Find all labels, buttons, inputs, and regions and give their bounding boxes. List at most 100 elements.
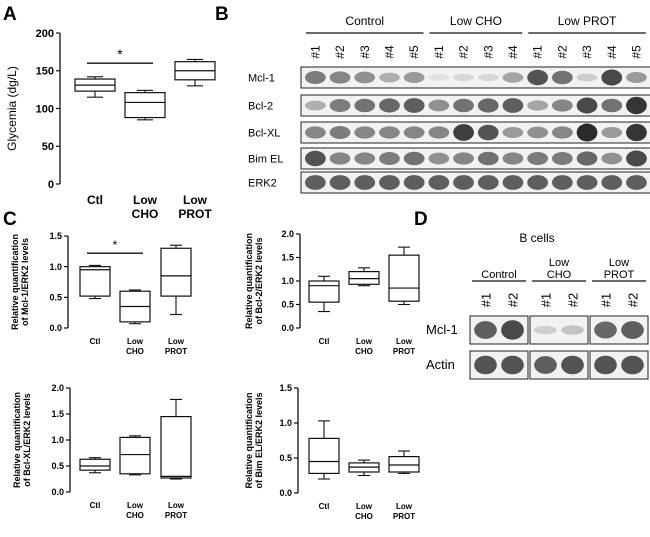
blot-band: [428, 74, 450, 81]
blot-band: [594, 321, 617, 339]
blot-band: [477, 151, 499, 166]
group-label: Low PROT: [558, 14, 617, 28]
blot-band: [477, 175, 499, 190]
blot-band: [601, 152, 623, 165]
category-label: Low CHO: [355, 502, 373, 521]
blot-band: [502, 126, 524, 139]
category-label: Low CHO: [126, 501, 144, 520]
blot-band: [428, 152, 450, 165]
blot-band: [474, 355, 497, 375]
iqr-box: [79, 266, 111, 297]
y-tick-label: 1.5: [51, 409, 64, 419]
group-label: Low PROT: [604, 257, 635, 281]
blot-row-label: Bcl-XL: [248, 128, 280, 140]
category-label: Low CHO: [126, 337, 144, 356]
blot-band: [576, 123, 598, 142]
blot-strip: [300, 147, 650, 170]
blot-band: [626, 71, 647, 84]
lane-label: #1: [599, 293, 614, 307]
y-tick-label: 0.0: [51, 487, 64, 497]
blot-band: [453, 175, 474, 190]
blot-band: [304, 71, 326, 84]
blot-band: [329, 71, 351, 84]
blot-band: [561, 355, 584, 375]
blot-band: [626, 150, 647, 167]
blot-band: [626, 123, 647, 142]
blot-band: [403, 175, 425, 190]
blot-band: [379, 152, 400, 165]
box-ctl: [308, 420, 340, 480]
lane-label: #2: [555, 45, 569, 59]
lane-label: #3: [358, 45, 372, 59]
blot-strip: [300, 94, 650, 117]
group-label: Low CHO: [450, 14, 502, 28]
blot-band: [304, 175, 326, 190]
y-tick-label: 1.5: [279, 383, 292, 393]
panel-label-d: D: [414, 209, 428, 230]
y-tick-label: 0.5: [49, 292, 62, 302]
lane-label: #2: [626, 293, 641, 307]
blot-band: [304, 150, 326, 167]
bcl2-boxplot: 0.0 0.5 1.0 1.5 2.0 Relative quantificationof…: [244, 229, 420, 356]
blot-band: [502, 152, 524, 165]
blot-band: [527, 69, 549, 86]
blot-band: [453, 124, 474, 141]
blot-row-label: Mcl-1: [426, 322, 458, 337]
lane-label: #3: [481, 45, 495, 59]
blot-band: [501, 320, 524, 340]
blot-row-label: Actin: [426, 357, 455, 372]
blot-band: [403, 71, 425, 84]
blot-strip: [300, 171, 650, 194]
blot-band: [403, 98, 425, 113]
box-low-prot: [388, 246, 420, 306]
mcl1-boxplot: 0.0 0.5 1.0 1.5 Relative quantificationof Mc…: [10, 231, 192, 356]
category-label: Ctl: [90, 337, 101, 346]
blot-band: [527, 152, 549, 165]
y-tick-label: 200: [36, 28, 54, 40]
lane-label: #2: [506, 293, 521, 307]
y-tick-label: 2.0: [51, 383, 64, 393]
blot-band: [379, 175, 400, 190]
box-ctl: [74, 76, 116, 98]
iqr-box: [308, 280, 340, 303]
blot-band: [551, 126, 573, 139]
box-low-prot: [174, 58, 216, 87]
blot-band: [527, 100, 549, 111]
blot-band: [329, 152, 351, 165]
category-label: Ctl: [319, 502, 330, 511]
lane-label: #4: [382, 45, 396, 59]
blot-band: [576, 97, 598, 114]
blot-band: [626, 96, 647, 115]
category-label: Low PROT: [178, 193, 212, 221]
y-tick-label: 0.0: [281, 323, 294, 333]
blot-band: [561, 325, 584, 335]
category-label: Low PROT: [393, 337, 415, 356]
western-blot-panel-d: B cells Control Low CHO Low PROT #1 #2 #1 #2 #1 #2 M…: [426, 231, 649, 380]
lane-label: #5: [629, 45, 643, 59]
blot-band: [428, 175, 450, 190]
box-low-cho: [124, 89, 166, 121]
box-low-cho: [119, 435, 151, 476]
blot-band: [594, 355, 617, 375]
blot-band: [304, 126, 326, 139]
significance-star: *: [113, 238, 118, 252]
blot-band: [329, 175, 351, 190]
blot-band: [501, 355, 524, 375]
blot-band: [576, 73, 598, 82]
iqr-box: [160, 247, 192, 297]
box-ctl: [308, 275, 340, 313]
y-tick-label: 150: [36, 66, 54, 78]
y-axis-title: Glycemia (dg/L): [5, 66, 19, 151]
blot-band: [304, 100, 326, 111]
y-tick-label: 1.5: [281, 253, 294, 263]
box-ctl: [79, 264, 111, 300]
blot-band: [329, 99, 351, 112]
y-tick-label: 0.0: [279, 488, 292, 498]
blot-band: [527, 175, 549, 190]
blot-band: [354, 71, 376, 84]
blot-band: [403, 126, 425, 139]
y-tick-label: 1.0: [49, 262, 62, 272]
blot-band: [379, 126, 400, 139]
blot-band: [534, 325, 557, 335]
